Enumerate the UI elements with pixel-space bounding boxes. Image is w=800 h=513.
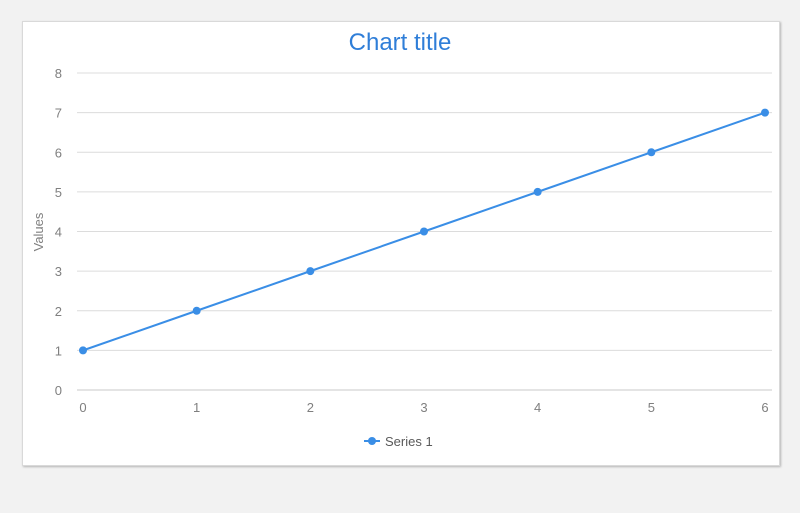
y-axis-ticks: 0 1 2 3 4 5 6 7 8 — [55, 66, 62, 398]
y-tick-label: 3 — [55, 264, 62, 279]
legend[interactable]: Series 1 — [364, 434, 433, 449]
x-tick-label: 0 — [79, 400, 86, 415]
y-tick-label: 2 — [55, 304, 62, 319]
y-tick-label: 4 — [55, 225, 62, 240]
data-point[interactable] — [306, 267, 315, 276]
chart-card — [22, 21, 780, 466]
y-axis-title: Values — [31, 212, 46, 251]
data-point[interactable] — [420, 227, 428, 236]
legend-marker-icon — [368, 437, 376, 445]
x-tick-label: 2 — [307, 400, 314, 415]
data-point[interactable] — [79, 346, 87, 355]
x-tick-label: 5 — [648, 400, 655, 415]
data-point[interactable] — [192, 306, 201, 315]
y-tick-label: 7 — [55, 106, 62, 121]
y-tick-label: 1 — [55, 343, 62, 358]
x-tick-label: 1 — [193, 400, 200, 415]
data-point[interactable] — [533, 187, 542, 196]
y-tick-label: 6 — [55, 145, 62, 160]
legend-label[interactable]: Series 1 — [385, 434, 433, 449]
data-point[interactable] — [761, 108, 769, 117]
y-tick-label: 8 — [55, 66, 62, 81]
data-point[interactable] — [647, 148, 656, 157]
x-tick-label: 6 — [761, 400, 768, 415]
series-layer — [79, 108, 769, 355]
y-tick-label: 5 — [55, 185, 62, 200]
x-tick-label: 4 — [534, 400, 541, 415]
x-tick-label: 3 — [420, 400, 427, 415]
gridlines — [77, 72, 772, 391]
chart-title: Chart title — [349, 29, 452, 56]
x-axis-ticks: 0 1 2 3 4 5 6 — [79, 400, 768, 415]
y-tick-label: 0 — [55, 383, 62, 398]
